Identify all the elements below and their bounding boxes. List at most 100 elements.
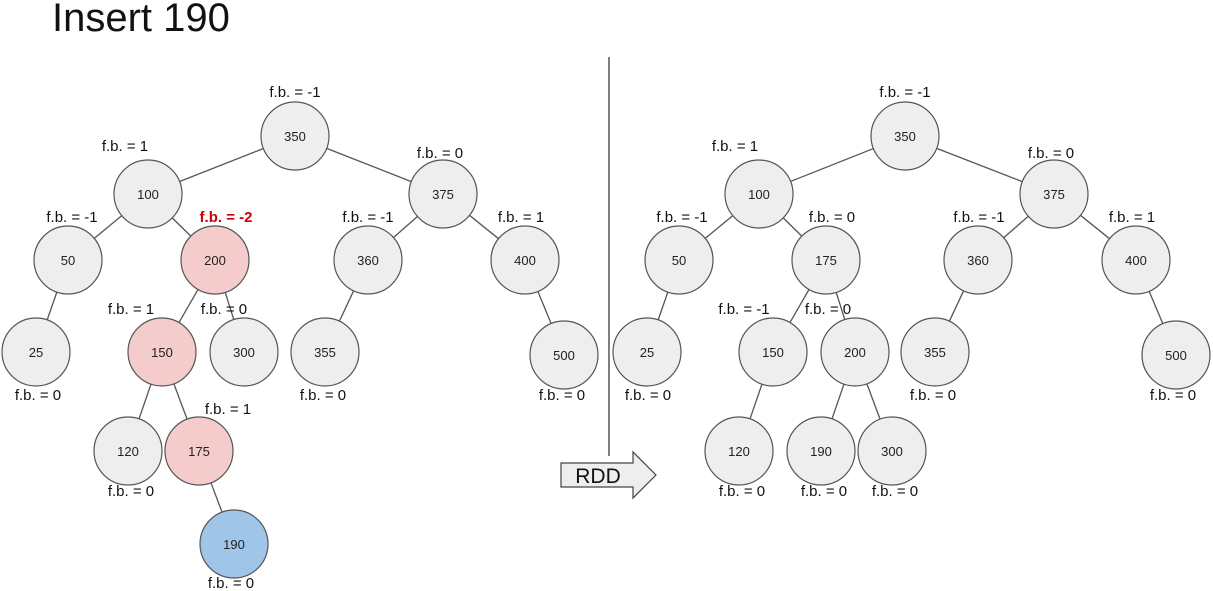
tree-edge [138,383,152,420]
tree-edge [948,290,965,322]
tree-node-label: 200 [844,345,866,360]
balance-factor-label: f.b. = 0 [1150,387,1196,404]
tree-node-label: 355 [924,345,946,360]
tree-node-500 [1141,320,1211,390]
tree-before: 350 f.b. = -1 100 f.b. = 1 375 f.b. = 0 50 f.b.… [1,84,599,591]
tree-node-label: 300 [881,444,903,459]
tree-node-50 [644,225,714,295]
tree-edge [393,215,418,239]
tree-edge [210,482,223,513]
tree-edge [1080,214,1110,240]
tree-node-100 [724,159,794,229]
tree-edge [1148,291,1164,324]
balance-factor-label: f.b. = 0 [15,387,61,404]
rdd-arrow-shape [560,450,657,500]
tree-edge [224,292,235,320]
balance-factor-label: f.b. = -1 [953,209,1004,226]
tree-edge [831,383,845,420]
tree-node-label: 25 [29,345,43,360]
balance-factor-label: f.b. = 0 [539,387,585,404]
balance-factor-label: f.b. = 0 [805,301,851,318]
balance-factor-label: f.b. = 0 [801,483,847,500]
balance-factor-label: f.b. = -1 [879,84,930,101]
tree-node-375 [408,159,478,229]
tree-node-label: 400 [1125,253,1147,268]
tree-edge [782,217,803,237]
tree-node-label: 100 [137,187,159,202]
balance-factor-label: f.b. = -1 [46,209,97,226]
tree-node-25 [1,317,71,387]
rdd-arrow: RDD [560,450,657,500]
tree-node-300 [209,317,279,387]
balance-factor-label: f.b. = 0 [625,387,671,404]
tree-edge [469,214,499,240]
tree-edge [537,291,552,324]
tree-edge [93,215,123,239]
tree-node-label: 300 [233,345,255,360]
tree-node-label: 400 [514,253,536,268]
tree-node-190 [786,416,856,486]
balance-factor-label: f.b. = 0 [417,145,463,162]
tree-node-360 [943,225,1013,295]
balance-factor-label: f.b. = 1 [205,401,251,418]
tree-edge [46,291,58,321]
tree-node-label: 120 [117,444,139,459]
tree-node-350 [260,101,330,171]
balance-factor-label: f.b. = 0 [719,483,765,500]
tree-node-label: 355 [314,345,336,360]
balance-factor-label: f.b. = 0 [1028,145,1074,162]
tree-node-label: 500 [553,348,575,363]
tree-node-360 [333,225,403,295]
tree-edge [338,290,355,322]
tree-node-175 [164,416,234,486]
tree-node-200 [180,225,250,295]
balance-factor-label: f.b. = -2 [200,209,253,226]
balance-factor-label: f.b. = -1 [342,209,393,226]
tree-edge [173,383,188,420]
tree-after: 350 f.b. = -1 100 f.b. = 1 375 f.b. = 0 50 f.b.… [612,84,1211,500]
balance-factor-label: f.b. = 0 [910,387,956,404]
tree-node-400 [490,225,560,295]
balance-factor-label: f.b. = 0 [300,387,346,404]
tree-node-label: 375 [1043,187,1065,202]
balance-factor-label: f.b. = -1 [656,209,707,226]
balance-factor-label: f.b. = 0 [201,301,247,318]
balance-factor-label: f.b. = 0 [108,483,154,500]
tree-edge [171,217,192,237]
tree-node-label: 360 [357,253,379,268]
tree-edge [1003,215,1029,239]
tree-node-100 [113,159,183,229]
tree-node-label: 360 [967,253,989,268]
balance-factor-label: f.b. = 0 [872,483,918,500]
balance-factor-label: f.b. = 0 [809,209,855,226]
balance-factor-label: f.b. = 1 [712,138,758,155]
tree-edge [936,147,1023,183]
tree-node-label: 350 [284,129,306,144]
balance-factor-label: f.b. = 0 [208,575,254,591]
tree-node-120 [93,416,163,486]
tree-node-355 [290,317,360,387]
tree-node-190 [199,509,269,579]
balance-factor-label: f.b. = 1 [102,138,148,155]
tree-node-150 [127,317,197,387]
tree-node-label: 200 [204,253,226,268]
tree-edge [178,289,199,323]
tree-node-300 [857,416,927,486]
tree-node-200 [820,317,890,387]
tree-node-label: 190 [810,444,832,459]
tree-edge [789,289,810,323]
tree-node-label: 175 [188,444,210,459]
rdd-arrow-label: RDD [575,465,621,488]
tree-node-label: 375 [432,187,454,202]
tree-edge [866,383,881,420]
tree-node-label: 150 [151,345,173,360]
tree-node-350 [870,101,940,171]
tree-edge [790,147,874,183]
tree-node-label: 190 [223,537,245,552]
tree-node-175 [791,225,861,295]
tree-edge [835,292,846,320]
balance-factor-label: f.b. = 1 [1109,209,1155,226]
tree-edge [704,215,734,239]
tree-node-label: 100 [748,187,770,202]
